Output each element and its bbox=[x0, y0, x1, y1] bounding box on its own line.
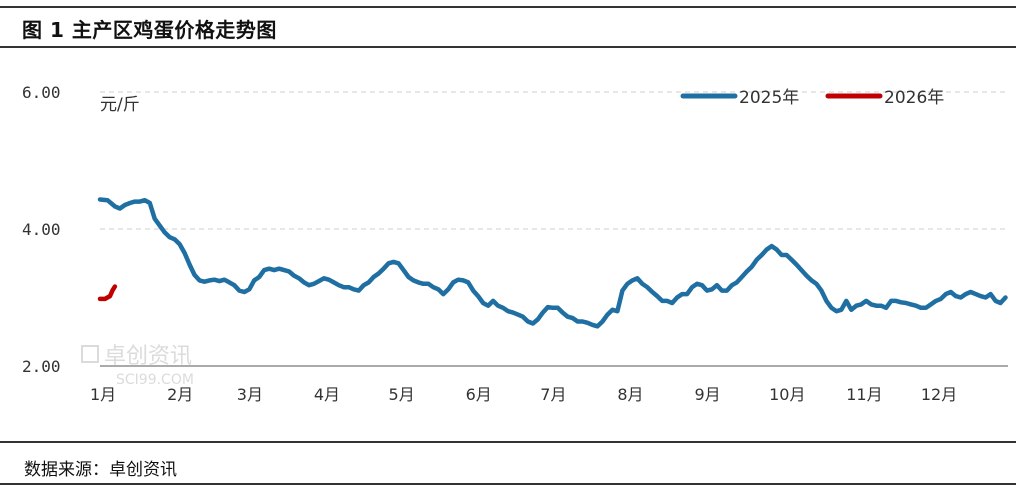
x-tick-label: 11月 bbox=[846, 385, 882, 404]
bottom-rule bbox=[0, 441, 1016, 443]
footer-rule bbox=[0, 483, 1016, 485]
watermark-text-cn: 卓创资讯 bbox=[104, 344, 192, 369]
y-tick-label: 2.00 bbox=[22, 357, 61, 376]
x-tick-label: 1月 bbox=[90, 385, 116, 404]
x-tick-label: 7月 bbox=[540, 385, 566, 404]
x-tick-label: 3月 bbox=[237, 385, 263, 404]
watermark-logo-icon bbox=[81, 345, 99, 363]
x-tick-label: 12月 bbox=[921, 385, 957, 404]
x-tick-label: 5月 bbox=[389, 385, 415, 404]
watermark-text-en: SCI99.COM bbox=[116, 372, 194, 388]
legend: 2025年 2026年 bbox=[680, 88, 944, 108]
y-tick-label: 6.00 bbox=[22, 83, 61, 102]
x-tick-label: 6月 bbox=[466, 385, 492, 404]
y-tick-label: 4.00 bbox=[22, 220, 61, 239]
series-lines bbox=[97, 197, 1008, 329]
watermark: 卓创资讯 SCI99.COM bbox=[81, 344, 194, 388]
legend-label: 2026年 bbox=[884, 88, 944, 108]
series-line bbox=[97, 284, 118, 302]
unit-label: 元/斤 bbox=[100, 95, 140, 115]
x-tick-label: 8月 bbox=[617, 385, 643, 404]
x-tick-label: 10月 bbox=[769, 385, 805, 404]
legend-label: 2025年 bbox=[739, 88, 799, 108]
source-note: 数据来源：卓创资讯 bbox=[24, 460, 177, 480]
title-rule bbox=[0, 46, 1016, 48]
x-tick-label: 4月 bbox=[314, 385, 340, 404]
series-line bbox=[97, 197, 1008, 329]
axes: 6.00 4.00 2.00 1月 2月 3月 4月 5月 6月 7月 8月 9月 10月 11月 12月 bbox=[22, 83, 1008, 404]
x-tick-label: 2月 bbox=[167, 385, 193, 404]
egg-price-line-chart: 卓创资讯 SCI99.COM 6.00 4.00 2.00 1月 2月 3月 4月 5月 6月 7… bbox=[22, 83, 1008, 404]
top-rule bbox=[0, 6, 1016, 8]
x-tick-label: 9月 bbox=[695, 385, 721, 404]
grid-lines bbox=[100, 91, 1008, 230]
chart-title: 图 1 主产区鸡蛋价格走势图 bbox=[22, 18, 277, 42]
